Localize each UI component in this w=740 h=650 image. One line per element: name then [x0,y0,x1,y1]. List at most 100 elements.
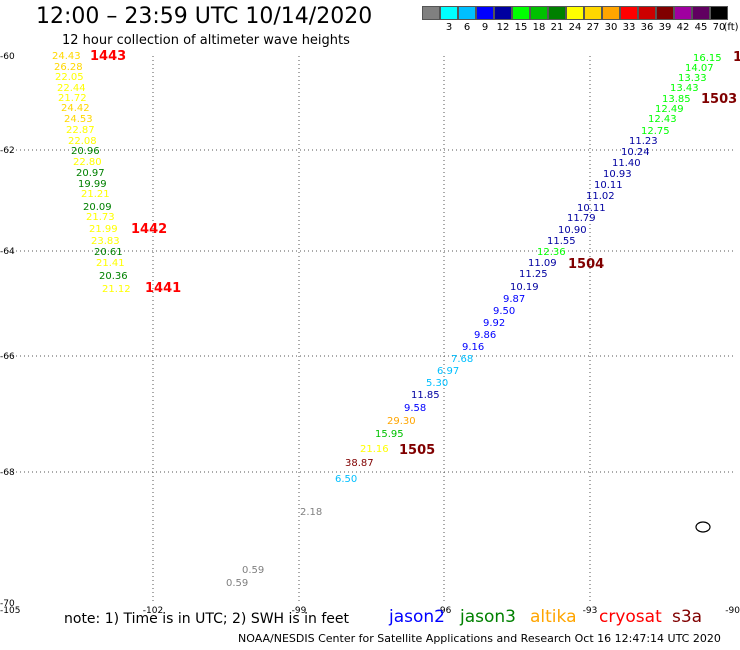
swh-value: 21.73 [86,212,115,223]
lon-label: -99 [292,606,307,616]
swh-value: 6.97 [437,366,459,377]
legend-tick-label: 42 [676,22,690,33]
swh-value: 22.80 [73,157,102,168]
swh-value: 16.15 [693,53,722,64]
swh-value: 38.87 [345,458,374,469]
swh-value: 11.79 [567,213,596,224]
satellite-s3a: s3a [672,607,703,627]
lat-label: -64 [0,247,15,257]
swh-value: 9.87 [503,294,525,305]
swh-value: 21.99 [89,224,118,235]
swh-value: 26.28 [54,62,83,73]
swh-value: 22.05 [55,72,84,83]
observation-labels: 24.4326.2822.0522.4421.7224.4224.5322.87… [52,51,722,589]
legend-swatch [530,6,548,20]
pass-time-label: 1443 [90,49,126,64]
pass-time-label: 1503 [701,92,737,107]
swh-value: 9.50 [493,306,515,317]
legend-swatch [476,6,494,20]
swh-value: 21.16 [360,444,389,455]
legend-swatch [458,6,476,20]
swh-value: 20.97 [76,168,105,179]
swh-value: 14.07 [685,63,714,74]
swh-value: 20.09 [83,202,112,213]
legend-tick-label: 39 [658,22,672,33]
axis-labels: -105 -102 -99 -96 -93 -90 -60 -62 -64 -66 -68 -70 [0,52,740,616]
legend-tick-label: 3 [445,22,453,33]
time-labels: 1443 1442 1441 1503 1504 1505 1 [90,49,740,458]
legend-swatch [602,6,620,20]
legend-tick-label: 30 [604,22,618,33]
legend-tick-label: 15 [514,22,528,33]
swh-value: 9.16 [462,342,484,353]
swh-value: 29.30 [387,416,416,427]
legend-tick-label: 12 [496,22,510,33]
legend-tick-label: 33 [622,22,636,33]
legend-swatch [710,6,728,20]
legend-tick-label: 21 [550,22,564,33]
legend-swatch [566,6,584,20]
legend-swatch [674,6,692,20]
swh-value: 10.90 [558,225,587,236]
swh-value: 21.21 [81,189,110,200]
legend-swatch [584,6,602,20]
lat-label: -60 [0,52,15,62]
swh-value: 12.75 [641,126,670,137]
lat-label: -68 [0,468,15,478]
legend-swatch [638,6,656,20]
swh-value: 12.36 [537,247,566,258]
legend-tick-label: 36 [640,22,654,33]
lon-label: -102 [143,606,163,616]
swh-value: 24.43 [52,51,81,62]
swh-value: 11.23 [629,136,658,147]
map-subtitle: 12 hour collection of altimeter wave hei… [62,33,350,48]
lon-label: -105 [0,606,20,616]
satellite-jason2: jason2 [389,607,445,627]
swh-value: 10.24 [621,147,650,158]
swh-value: 13.33 [678,73,707,84]
footer-credit: NOAA/NESDIS Center for Satellite Applica… [238,632,721,645]
legend-tick-label: 27 [586,22,600,33]
swh-value: 13.85 [662,94,691,105]
swh-value: 20.61 [94,247,123,258]
legend-swatch [440,6,458,20]
pass-time-label: 1504 [568,257,604,272]
swh-value: 10.11 [594,180,623,191]
swh-value: 0.59 [242,565,264,576]
swh-value: 13.43 [670,83,699,94]
legend-swatch [692,6,710,20]
satellite-altika: altika [530,607,577,627]
lon-label: -90 [725,606,740,616]
swh-value: 22.87 [66,125,95,136]
swh-value: 20.96 [71,146,100,157]
lat-label: -62 [0,146,15,156]
satellite-cryosat: cryosat [599,607,662,627]
swh-value: 11.25 [519,269,548,280]
swh-value: 10.93 [603,169,632,180]
lat-lon-grid [8,56,735,603]
legend-swatch [494,6,512,20]
legend-tick-label: 18 [532,22,546,33]
legend-swatch [656,6,674,20]
swh-value: 12.43 [648,114,677,125]
lon-label: -93 [583,606,598,616]
swh-value: 23.83 [91,236,120,247]
swh-value: 15.95 [375,429,404,440]
legend-unit: (ft) [723,22,739,33]
swh-value: 10.19 [510,282,539,293]
pass-time-label: 1441 [145,281,181,296]
swh-value: 11.85 [411,390,440,401]
legend-swatch [422,6,440,20]
pass-time-label: 1505 [399,443,435,458]
lon-label: -96 [437,606,452,616]
swh-value: 2.18 [300,507,322,518]
map-title: 12:00 – 23:59 UTC 10/14/2020 [36,4,373,29]
swh-value: 11.09 [528,258,557,269]
swh-value: 22.44 [57,83,86,94]
swh-value: 6.50 [335,474,357,485]
pass-time-label: 1442 [131,222,167,237]
swh-value: 11.40 [612,158,641,169]
island-outline [695,521,711,533]
swh-value: 21.12 [102,284,131,295]
